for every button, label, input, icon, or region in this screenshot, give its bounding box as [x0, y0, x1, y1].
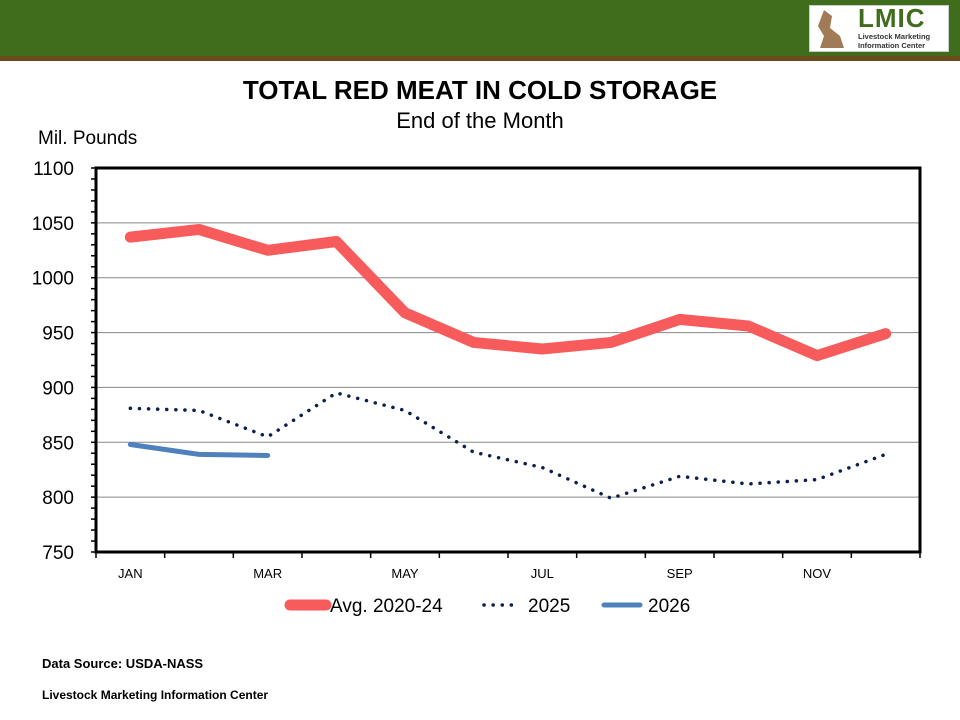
x-tick-label: JAN [118, 566, 143, 581]
x-tick-label: JUL [531, 566, 554, 581]
legend-label: Avg. 2020-24 [330, 596, 443, 617]
y-tick-label: 750 [42, 543, 74, 564]
y-tick-label: 1050 [32, 214, 74, 235]
x-tick-label: MAR [253, 566, 282, 581]
header-divider [0, 56, 960, 61]
plot-border [94, 166, 922, 554]
legend-label: 2025 [528, 596, 570, 617]
data-source: Data Source: USDA-NASS [42, 656, 204, 671]
series-line-2025 [128, 391, 888, 500]
series-line-Avg. 2020-24 [124, 223, 892, 362]
y-tick-label: 950 [42, 324, 74, 345]
y-tick-label: 900 [42, 378, 74, 399]
x-tick-label: NOV [803, 566, 832, 581]
legend-label: 2026 [648, 596, 690, 617]
organization: Livestock Marketing Information Center [42, 688, 269, 702]
y-tick-label: 850 [42, 433, 74, 454]
cowboy-logo-icon [818, 10, 844, 48]
x-tick-label: SEP [667, 566, 693, 581]
lmic-logo: LMIC Livestock Marketing Information Cen… [809, 5, 949, 52]
chart-title: TOTAL RED MEAT IN COLD STORAGE [242, 75, 718, 105]
y-tick-label: 1100 [33, 159, 74, 180]
plot-area [96, 168, 920, 552]
y-axis-label: Mil. Pounds [38, 128, 138, 149]
x-tick-label: MAY [391, 566, 419, 581]
logo-text: LMIC [858, 5, 926, 33]
chart-subtitle: End of the Month [396, 108, 564, 133]
series-line-2026 [127, 441, 271, 458]
header-banner [0, 0, 960, 56]
y-tick-label: 800 [42, 488, 74, 509]
logo-subtext: Livestock Marketing Information Center [858, 32, 931, 50]
y-tick-label: 1000 [32, 269, 74, 290]
